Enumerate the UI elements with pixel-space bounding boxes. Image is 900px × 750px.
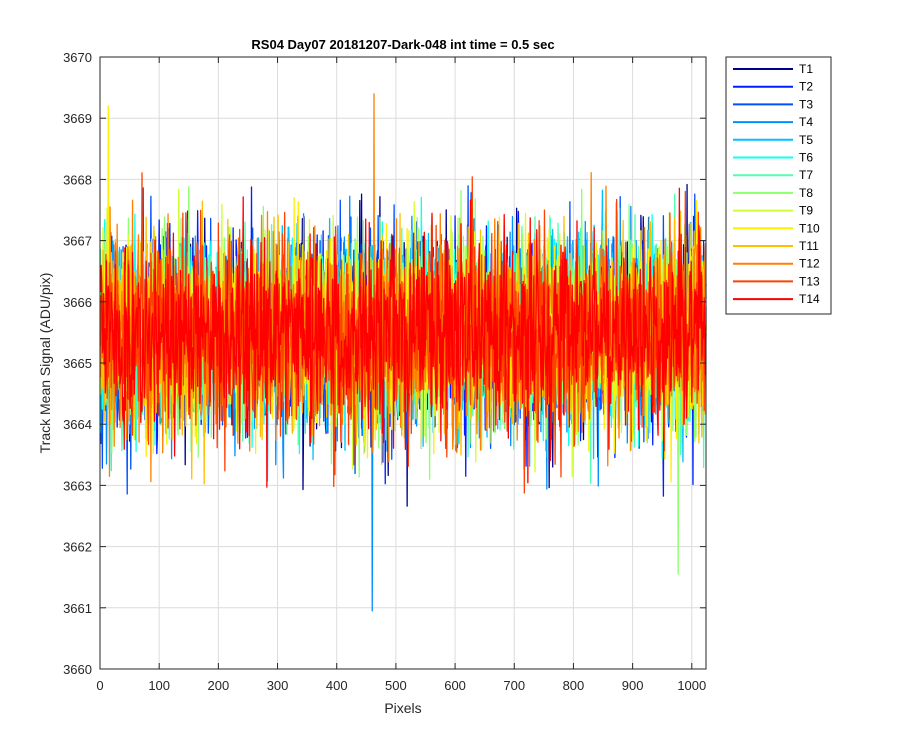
y-tick-label: 3666 [63, 295, 92, 310]
y-tick-label: 3667 [63, 234, 92, 249]
y-ticks: 3660 3661 3662 3663 3664 3665 3666 3667 3668 3669… [63, 50, 706, 677]
x-tick-label: 500 [385, 678, 407, 693]
y-tick-label: 3663 [63, 478, 92, 493]
x-tick-label: 300 [267, 678, 289, 693]
y-axis-label: Track Mean Signal (ADU/pix) [37, 273, 53, 454]
y-tick-label: 3664 [63, 417, 92, 432]
legend-label-t2: T2 [799, 80, 813, 94]
series-lines [99, 93, 707, 612]
legend: T1 T2 T3 T4 T5 T6 T7 T8 T9 T10 T11 T12 T13 T14 [725, 56, 832, 315]
legend-label-t12: T12 [799, 257, 820, 271]
x-tick-label: 600 [444, 678, 466, 693]
x-tick-label: 900 [622, 678, 644, 693]
legend-label-t4: T4 [799, 115, 813, 129]
x-tick-label: 200 [208, 678, 230, 693]
x-tick-label: 0 [96, 678, 103, 693]
x-tick-label: 800 [563, 678, 585, 693]
legend-label-t6: T6 [799, 151, 813, 165]
series-line-t14 [99, 187, 707, 488]
legend-label-t11: T11 [799, 239, 819, 253]
x-tick-label: 400 [326, 678, 348, 693]
legend-label-t1: T1 [799, 62, 813, 76]
legend-label-t9: T9 [799, 204, 813, 218]
y-tick-label: 3670 [63, 50, 92, 65]
legend-label-t3: T3 [799, 97, 813, 111]
x-tick-label: 700 [503, 678, 525, 693]
legend-label-t7: T7 [799, 168, 813, 182]
legend-label-t5: T5 [799, 133, 813, 147]
x-ticks: 0 100 200 300 400 500 600 700 800 900 1000 [96, 57, 706, 693]
x-axis-label: Pixels [384, 700, 421, 716]
y-tick-label: 3660 [63, 662, 92, 677]
y-tick-label: 3665 [63, 356, 92, 371]
legend-label-t10: T10 [799, 221, 820, 235]
y-tick-label: 3668 [63, 172, 92, 187]
legend-label-t8: T8 [799, 186, 813, 200]
legend-label-t13: T13 [799, 274, 820, 288]
x-tick-label: 100 [148, 678, 170, 693]
legend-label-t14: T14 [799, 292, 820, 306]
y-tick-label: 3669 [63, 111, 92, 126]
x-tick-label: 1000 [677, 678, 706, 693]
y-tick-label: 3661 [63, 601, 92, 616]
chart-title: RS04 Day07 20181207-Dark-048 int time = … [251, 37, 554, 52]
y-tick-label: 3662 [63, 540, 92, 555]
legend-box [725, 56, 832, 315]
